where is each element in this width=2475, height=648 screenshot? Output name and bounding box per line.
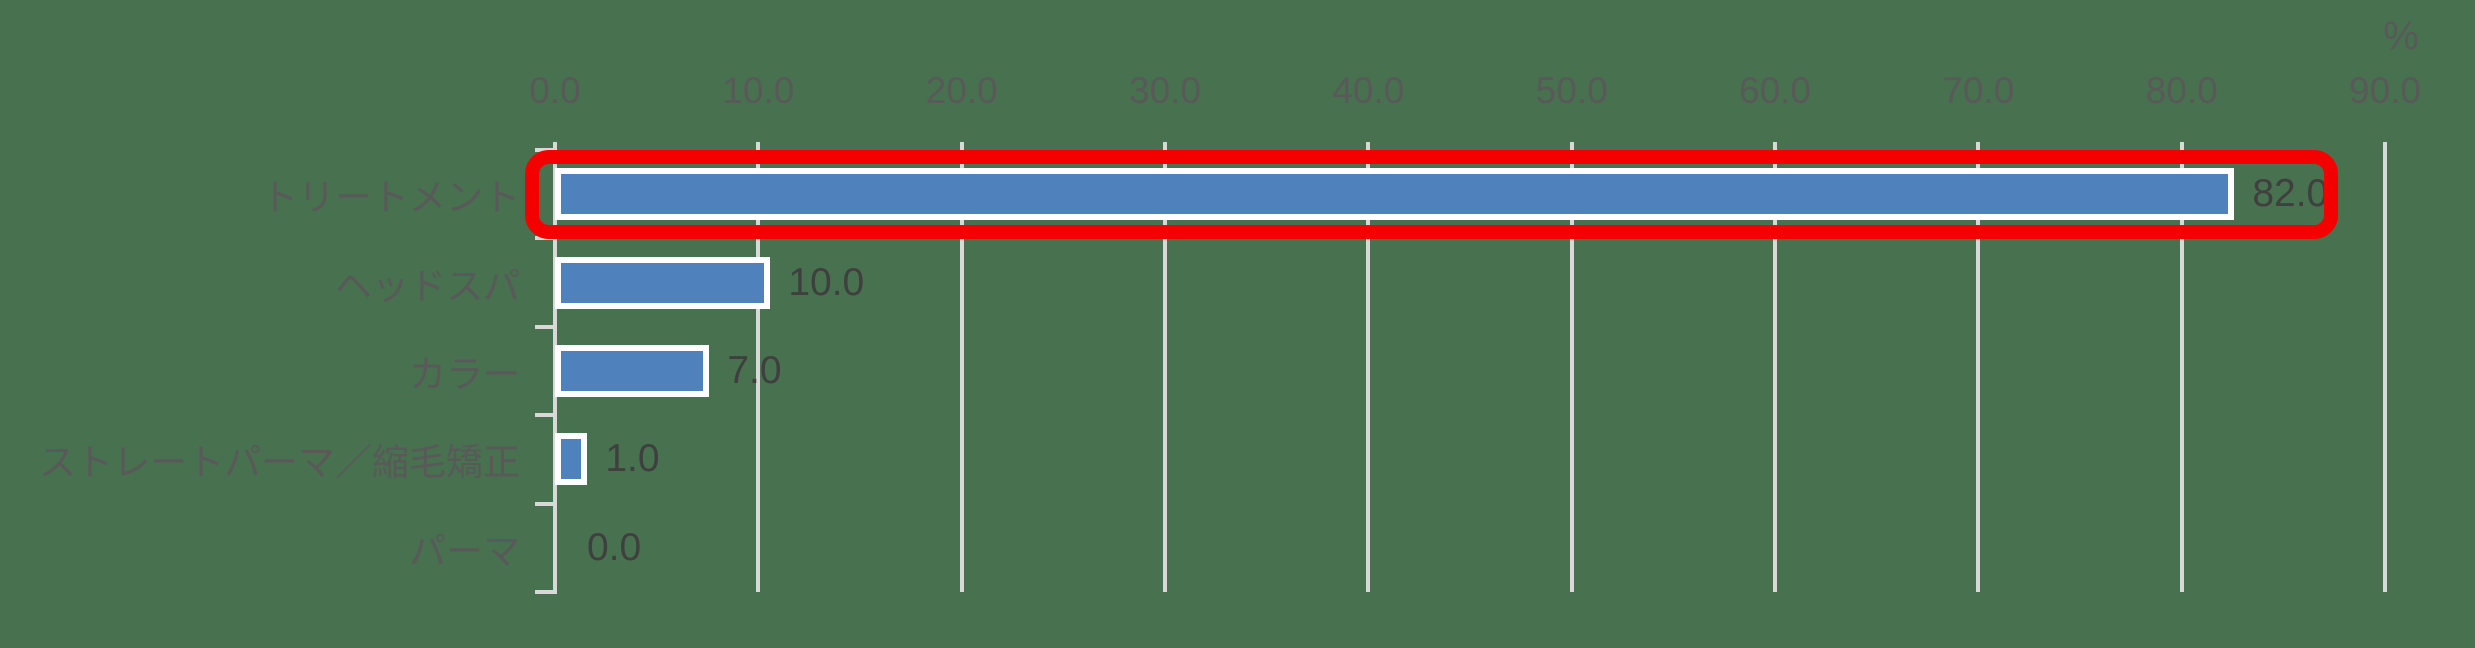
x-tick-label: 70.0 <box>1942 70 2015 111</box>
x-tick-label: 60.0 <box>1738 70 1812 111</box>
y-axis-tick-mark <box>535 413 555 418</box>
bar-value-label: 7.0 <box>727 349 782 392</box>
y-axis-tick-mark <box>535 324 555 329</box>
category-label: パーマ <box>409 530 520 572</box>
y-axis-tick-mark <box>535 590 555 594</box>
x-axis-tick-mark <box>1773 142 1777 150</box>
gridline <box>1569 150 1574 592</box>
bar <box>555 433 588 486</box>
gridline <box>1366 150 1371 592</box>
gridline <box>756 150 761 592</box>
gridline <box>1976 150 1981 592</box>
x-tick-label: 90.0 <box>2348 70 2422 111</box>
x-axis-tick-mark <box>553 142 557 150</box>
bar <box>555 256 771 309</box>
x-axis-tick-mark <box>1569 142 1574 150</box>
x-axis-tick-mark <box>2179 142 2184 150</box>
bar-value-label: 10.0 <box>788 260 865 304</box>
x-axis-tick-mark <box>1366 142 1371 150</box>
axis-unit-label: % <box>2383 14 2419 59</box>
bar-value-label: 0.0 <box>587 525 642 569</box>
x-axis-tick-mark <box>756 142 761 150</box>
x-tick-label: 20.0 <box>925 70 998 111</box>
bar <box>555 168 2235 221</box>
bar-value-label: 1.0 <box>605 437 660 481</box>
category-label: トリートメント <box>261 177 520 219</box>
x-tick-label: 30.0 <box>1128 70 1202 111</box>
category-label: ヘッドスパ <box>335 265 520 307</box>
x-tick-label: 10.0 <box>722 70 795 111</box>
y-axis-tick-mark <box>535 148 555 152</box>
x-tick-label: 0.0 <box>529 70 581 111</box>
gridline <box>2383 150 2387 592</box>
x-axis-tick-mark <box>1976 142 1981 150</box>
x-tick-label: 50.0 <box>1535 70 1608 111</box>
category-label: カラー <box>409 354 520 395</box>
x-axis-tick-mark <box>2383 142 2387 150</box>
gridline <box>959 150 964 592</box>
y-axis-tick-mark <box>535 236 555 241</box>
x-tick-label: 40.0 <box>1332 70 1405 111</box>
bar <box>555 345 710 397</box>
gridline <box>2179 150 2184 592</box>
bar-value-label: 82.0 <box>2252 172 2329 216</box>
gridline <box>1163 150 1167 592</box>
x-axis-tick-mark <box>959 142 964 150</box>
category-label: ストレートパーマ／縮毛矯正 <box>39 442 520 484</box>
x-tick-label: 80.0 <box>2145 70 2218 111</box>
gridline <box>1773 150 1777 592</box>
x-axis-tick-mark <box>1163 142 1167 150</box>
y-axis-tick-mark <box>535 501 555 506</box>
